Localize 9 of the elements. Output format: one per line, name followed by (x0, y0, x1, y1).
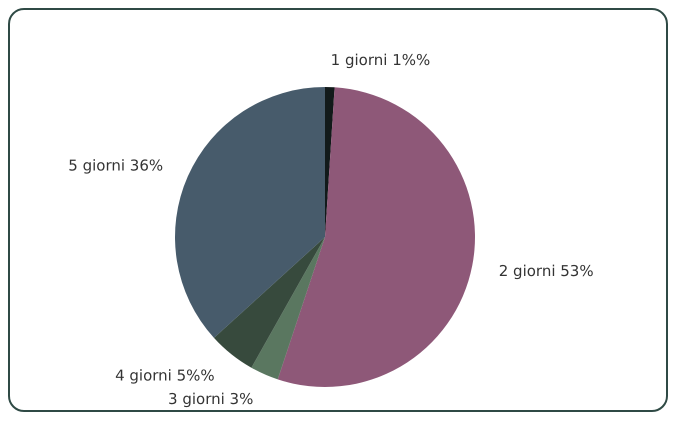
slice-label: 5 giorni 36% (68, 156, 164, 174)
slice-label: 2 giorni 53% (498, 262, 594, 280)
slice-label: 1 giorni 1%% (330, 51, 430, 70)
slice-label: 4 giorni 5%% (115, 366, 215, 384)
slice-label: 3 giorni 3% (168, 390, 254, 408)
pie-slice (175, 87, 325, 338)
pie-slice (251, 237, 325, 380)
pie-slice (278, 87, 475, 387)
pie-slice (214, 237, 325, 368)
